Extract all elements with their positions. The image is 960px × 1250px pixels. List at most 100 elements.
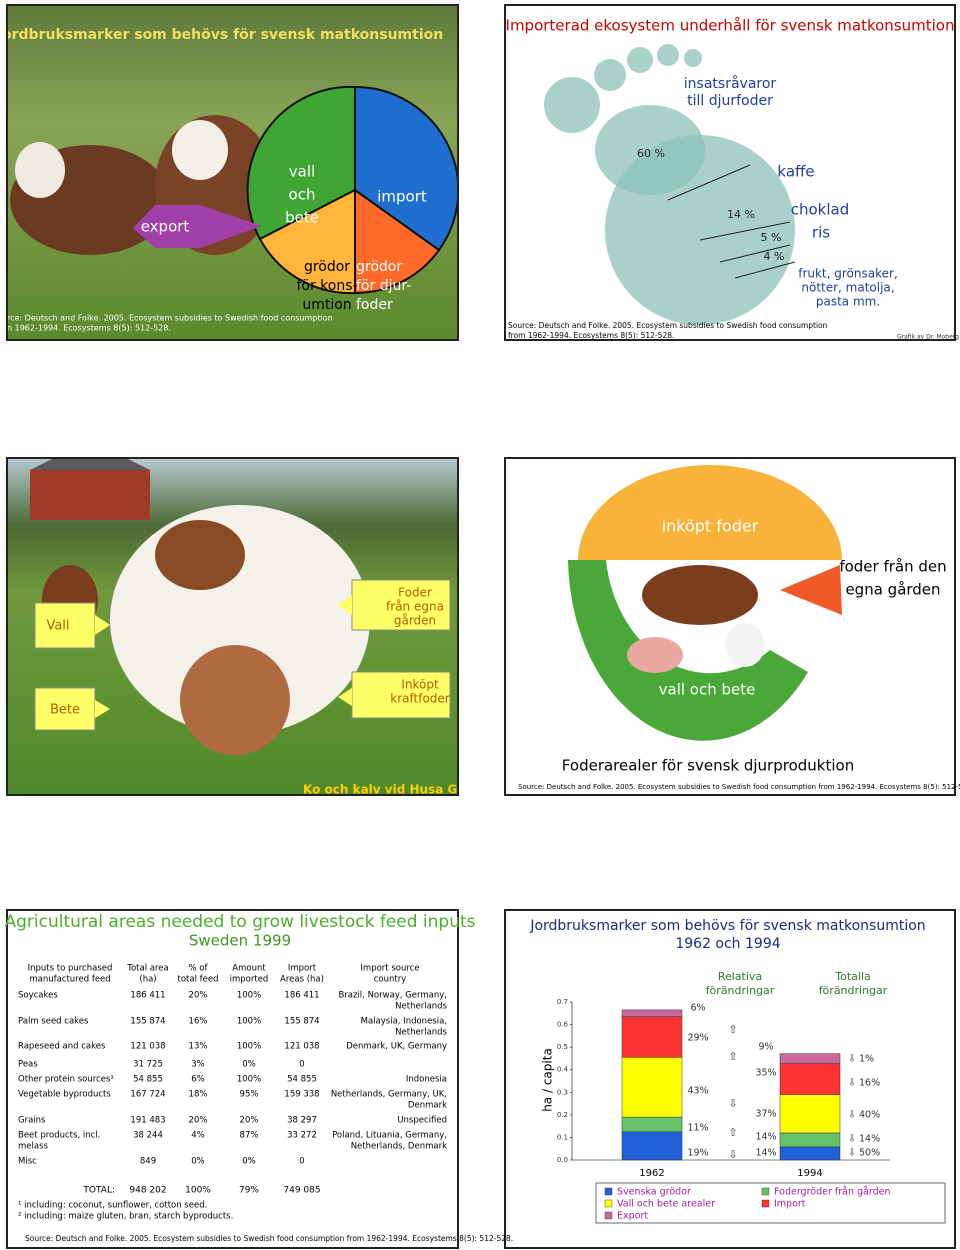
text: 19%: [687, 1148, 708, 1159]
text: Malaysia, Indonesia,: [361, 1017, 447, 1027]
text: egna gården: [845, 581, 940, 599]
bar-segment: [779, 1063, 841, 1095]
text: 29%: [687, 1033, 708, 1044]
text: Areas (ha): [280, 975, 324, 985]
text: choklad: [791, 201, 850, 219]
text: ⇩ 40%: [848, 1110, 880, 1121]
text: Poland, Lituania, Germany,: [332, 1131, 447, 1141]
text: melass: [18, 1142, 49, 1152]
text: Totalla: [834, 970, 871, 983]
text: 11%: [687, 1123, 708, 1134]
text: foder: [356, 297, 393, 313]
text: ris: [812, 224, 830, 242]
text: 100%: [237, 1017, 261, 1027]
text: Foder: [398, 586, 432, 600]
text: n 1962-1994. Ecosystems 8(5): 512-528.: [7, 324, 171, 333]
text: from 1962-1994. Ecosystems 8(5): 512-528…: [508, 331, 674, 340]
text: Source: Deutsch and Folke. 2005. Ecosyst…: [508, 321, 828, 330]
text: 186 411: [284, 991, 319, 1001]
text: manufactured feed: [29, 975, 110, 985]
text: Ko och kalv vid Husa Gård: [303, 783, 480, 797]
text: till djurfoder: [687, 93, 773, 109]
slide-1: Jordbruksmarker som behövs för svensk ma…: [7, 5, 458, 340]
text: umtion: [302, 297, 351, 313]
text: 54 855: [133, 1075, 163, 1085]
slide-2: [544, 44, 796, 325]
text: vall: [289, 163, 315, 181]
text: import: [377, 188, 427, 206]
text: 5 %: [761, 231, 782, 244]
text: pasta mm.: [816, 295, 880, 309]
text: vall och bete: [659, 681, 756, 699]
text: 9%: [758, 1042, 773, 1053]
text: 0%: [242, 1060, 256, 1070]
text: 191 483: [130, 1116, 165, 1126]
text: 0%: [242, 1157, 256, 1167]
text: 121 038: [284, 1042, 319, 1052]
text: 167 724: [130, 1090, 165, 1100]
text: Peas: [18, 1060, 38, 1070]
text: 38 297: [287, 1116, 317, 1126]
text: ² including: maize gluten, bran, starch …: [18, 1212, 233, 1222]
text: 20%: [240, 1116, 259, 1126]
text: Source: Deutsch and Folke. 2005. Ecosyst…: [25, 1234, 513, 1243]
text: 100%: [185, 1186, 211, 1196]
text: för kons-: [296, 278, 357, 294]
text: ⇩ 1%: [848, 1054, 874, 1065]
text: Vall och bete arealer: [617, 1199, 715, 1210]
text: Grains: [18, 1116, 46, 1126]
text: Unspecified: [397, 1116, 447, 1126]
text: 4 %: [764, 250, 785, 263]
text: 20%: [189, 1116, 208, 1126]
bar-segment: [779, 1146, 841, 1161]
text: förändringar: [819, 984, 888, 997]
legend-swatch: [604, 1199, 613, 1208]
text: inköpt foder: [662, 517, 759, 536]
text: 6%: [191, 1075, 205, 1085]
text: 155 874: [130, 1017, 165, 1027]
text: 38 244: [133, 1131, 163, 1141]
text: för djur-: [356, 278, 411, 294]
text: kraftfoder: [390, 692, 450, 706]
text: ¹ including: coconut, sunflower, cotton …: [18, 1201, 207, 1211]
text: ⇩: [728, 1148, 737, 1161]
y-tick-label: 0.1: [557, 1133, 568, 1141]
text: 6%: [690, 1003, 705, 1014]
text: ⇧: [728, 1023, 737, 1036]
text: Foderarealer för svensk djurproduktion: [562, 757, 854, 775]
text: och: [289, 186, 316, 204]
text: country: [374, 975, 407, 985]
text: 4%: [191, 1131, 205, 1141]
text: insatsråvaror: [684, 75, 777, 92]
text: rce: Deutsch and Folke. 2005. Ecosystem …: [7, 314, 333, 323]
text: Beet products, incl.: [18, 1131, 100, 1141]
text: 749 085: [283, 1186, 320, 1196]
text: 14 %: [727, 208, 755, 221]
text: Import: [288, 964, 317, 974]
text: Import: [774, 1199, 806, 1210]
text: Amount: [232, 964, 266, 974]
bar-segment: [621, 1131, 683, 1161]
y-tick-label: 0.6: [557, 1021, 569, 1029]
text: Jordbruksmarker som behövs för svensk ma…: [529, 918, 925, 934]
text: från egna: [386, 600, 444, 614]
text: Netherlands, Denmark: [351, 1142, 447, 1152]
text: Denmark: [408, 1101, 447, 1111]
text: 0%: [191, 1157, 205, 1167]
text: Source: Deutsch and Folke. 2005. Ecosyst…: [518, 783, 960, 791]
text: 159 338: [284, 1090, 319, 1100]
text: Netherlands: [395, 1002, 447, 1012]
text: 35%: [755, 1068, 776, 1079]
bar-segment: [779, 1053, 841, 1064]
text: (ha): [139, 975, 156, 985]
text: gården: [394, 614, 436, 628]
text: 0: [299, 1157, 304, 1167]
bar-segment: [779, 1132, 841, 1148]
text: export: [141, 218, 190, 236]
text: Fodergröder från gården: [774, 1187, 891, 1198]
text: Other protein sources¹: [18, 1075, 114, 1085]
text: 60 %: [637, 147, 665, 160]
text: 37%: [755, 1109, 776, 1120]
text: Total area: [126, 964, 169, 974]
